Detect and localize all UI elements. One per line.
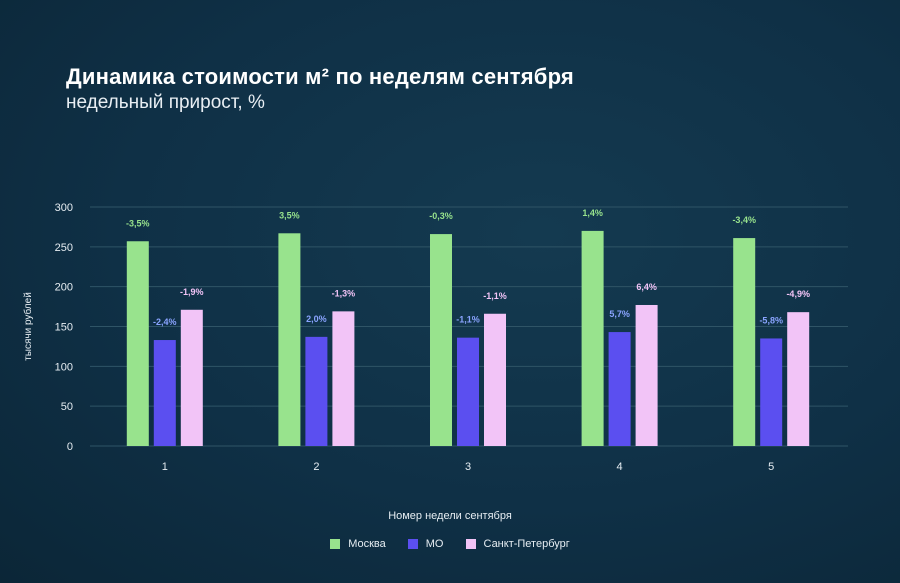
data-label-mo: 5,7% bbox=[609, 309, 630, 319]
chart-title: Динамика стоимости м² по неделям сентябр… bbox=[66, 64, 574, 89]
legend-label-mo: МО bbox=[425, 538, 444, 550]
chart-legend: Москва МО Санкт-Петербург bbox=[0, 538, 900, 550]
x-tick-label: 2 bbox=[313, 461, 319, 473]
legend-swatch-mo bbox=[407, 539, 418, 549]
data-label-mo: -1,1% bbox=[456, 315, 480, 325]
x-tick-label: 4 bbox=[617, 461, 623, 473]
legend-label-moscow: Москва bbox=[348, 538, 386, 550]
bar-spb bbox=[180, 309, 203, 446]
legend-item-mo: МО bbox=[407, 538, 444, 550]
data-label-spb: 6,4% bbox=[636, 282, 657, 292]
x-tick-label: 3 bbox=[465, 461, 471, 473]
bar-mo bbox=[153, 340, 176, 446]
x-tick-label: 1 bbox=[162, 461, 168, 473]
legend-label-spb: Санкт-Петербург bbox=[483, 538, 570, 550]
bar-moscow bbox=[278, 233, 301, 446]
y-axis-title: тысячи рублей bbox=[22, 292, 34, 361]
x-axis-title: Номер недели сентября bbox=[388, 510, 512, 522]
bar-mo bbox=[608, 332, 631, 446]
chart-subtitle: недельный прирост, % bbox=[66, 92, 265, 113]
bar-mo bbox=[305, 336, 328, 446]
bar-moscow bbox=[581, 230, 604, 446]
data-label-spb: -1,3% bbox=[332, 288, 356, 298]
y-tick-label: 100 bbox=[55, 361, 73, 373]
data-label-moscow: 1,4% bbox=[582, 208, 603, 218]
y-tick-label: 50 bbox=[61, 401, 73, 413]
data-label-spb: -1,1% bbox=[483, 291, 507, 301]
bar-spb bbox=[787, 312, 810, 446]
bar-spb bbox=[635, 304, 658, 446]
y-tick-label: 250 bbox=[55, 242, 73, 254]
bar-mo bbox=[760, 338, 783, 446]
data-label-moscow: 3,5% bbox=[279, 210, 300, 220]
y-tick-label: 150 bbox=[55, 322, 73, 334]
data-label-moscow: -3,4% bbox=[732, 215, 756, 225]
legend-item-spb: Санкт-Петербург bbox=[465, 538, 570, 550]
legend-swatch-spb bbox=[465, 539, 476, 549]
y-tick-label: 300 bbox=[55, 202, 73, 214]
bar-spb bbox=[332, 311, 355, 446]
data-label-spb: -1,9% bbox=[180, 287, 204, 297]
bar-moscow bbox=[126, 241, 149, 446]
x-tick-label: 5 bbox=[768, 461, 774, 473]
data-label-moscow: -3,5% bbox=[126, 218, 150, 228]
legend-item-moscow: Москва bbox=[330, 538, 386, 550]
bar-moscow bbox=[430, 234, 452, 446]
legend-swatch-moscow bbox=[330, 539, 341, 549]
data-label-mo: 2,0% bbox=[306, 314, 327, 324]
y-tick-label: 0 bbox=[67, 441, 73, 453]
y-tick-label: 200 bbox=[55, 282, 73, 294]
data-label-mo: -2,4% bbox=[153, 317, 177, 327]
data-label-moscow: -0,3% bbox=[429, 211, 453, 221]
bar-mo bbox=[457, 337, 479, 446]
bar-moscow bbox=[733, 238, 756, 446]
data-label-spb: -4,9% bbox=[786, 289, 810, 299]
data-label-mo: -5,8% bbox=[759, 315, 783, 325]
bar-spb bbox=[484, 313, 506, 446]
